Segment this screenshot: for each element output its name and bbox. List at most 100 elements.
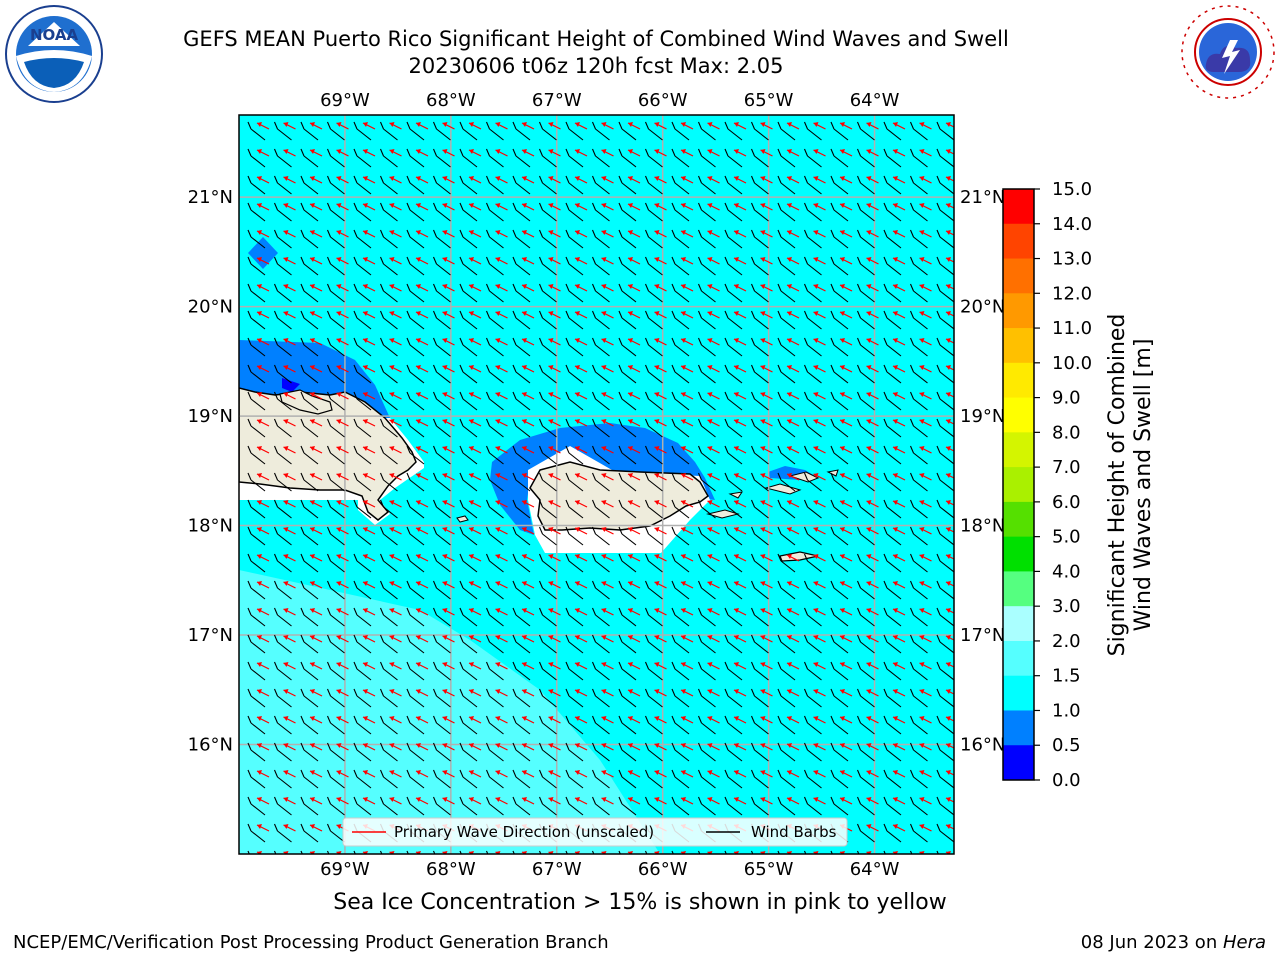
wave-arrowhead (336, 311, 342, 316)
wind-barb (936, 580, 954, 600)
wind-barb (565, 121, 584, 141)
wind-barb (883, 850, 886, 854)
wave-arrowhead (469, 392, 474, 397)
wind-barb (273, 742, 292, 762)
colorbar-bin (1003, 606, 1034, 642)
wind-barb (644, 607, 663, 627)
wave-arrowhead (787, 473, 792, 478)
wind-barb (830, 796, 849, 816)
wave-arrowhead (866, 176, 872, 181)
wind-barb (697, 364, 716, 384)
wave-arrowhead (283, 527, 289, 532)
wind-barb (353, 472, 372, 492)
wind-barb (273, 823, 292, 843)
wave-arrowhead (575, 743, 580, 748)
wind-barb (724, 418, 743, 438)
wind-barb (883, 175, 902, 195)
wind-barb (724, 121, 743, 141)
wind-barb (247, 310, 266, 330)
wave-arrowhead (840, 500, 845, 505)
wind-barb (724, 769, 743, 789)
wind-barb (565, 580, 584, 600)
wave-arrowhead (866, 392, 872, 397)
wave-arrowhead (946, 608, 951, 613)
wind-barb (247, 499, 266, 519)
wave-arrowhead (628, 716, 633, 721)
wind-barb (644, 175, 663, 195)
wind-barb (697, 661, 716, 681)
wave-arrowhead (734, 446, 739, 451)
wave-arrowhead (257, 149, 262, 154)
wave-arrowhead (575, 797, 580, 802)
wave-arrowhead (919, 446, 925, 451)
wind-barb (353, 418, 372, 438)
wind-barb (830, 445, 849, 465)
wind-barb (777, 580, 796, 600)
wind-barb (512, 337, 531, 357)
wave-arrowhead (734, 149, 739, 154)
wind-barb (724, 283, 743, 303)
wind-barb (273, 850, 277, 854)
wave-arrowhead (866, 473, 872, 478)
wind-barb (353, 715, 372, 735)
wave-arrowhead (707, 419, 713, 424)
wind-barb (856, 337, 875, 357)
wind-barb (538, 175, 557, 195)
wind-barb (565, 148, 584, 168)
wind-barb (300, 472, 319, 492)
wind-barb (750, 283, 769, 303)
wind-barb (644, 688, 663, 708)
wind-barb (724, 850, 727, 854)
wind-barb (750, 499, 769, 519)
wave-arrowhead (734, 689, 739, 694)
wave-arrowhead (707, 743, 713, 748)
wave-arrowhead (681, 446, 686, 451)
wave-arrowhead (946, 473, 951, 478)
wave-arrowhead (866, 122, 872, 127)
wind-barb (273, 715, 292, 735)
wave-arrowhead (575, 662, 580, 667)
wave-arrowhead (522, 797, 527, 802)
wave-arrowhead (601, 716, 607, 721)
wind-barb (618, 418, 637, 438)
wind-barb (406, 769, 425, 789)
wind-barb (459, 796, 478, 816)
wind-barb (830, 742, 849, 762)
wind-barb (724, 715, 743, 735)
wind-barb (432, 769, 451, 789)
wind-barbs-layer (247, 121, 954, 854)
wind-barb (644, 283, 663, 303)
wave-arrowhead (654, 176, 660, 181)
colorbar-tick-label: 4.0 (1052, 561, 1081, 582)
wave-arrowhead (389, 311, 395, 316)
wind-barb (750, 229, 769, 249)
wave-arrowhead (310, 446, 315, 451)
wind-barb (485, 661, 504, 681)
wind-barb (697, 418, 716, 438)
wave-arrowhead (257, 365, 262, 370)
wave-arrowhead (654, 662, 660, 667)
wind-barb (485, 148, 504, 168)
wind-barb (512, 175, 531, 195)
wind-barb (909, 445, 928, 465)
colorbar-tick-label: 0.0 (1052, 770, 1081, 791)
wave-arrowhead (416, 797, 421, 802)
wave-arrowhead (681, 365, 686, 370)
wind-barb (353, 850, 356, 854)
wave-arrowhead (363, 770, 368, 775)
wind-barb (856, 823, 875, 843)
lon-labels-bottom: 69°W 68°W 67°W 66°W 65°W 64°W (320, 859, 900, 880)
wind-barb (750, 418, 769, 438)
wave-arrowhead (389, 500, 395, 505)
wind-barb (724, 391, 743, 411)
wave-arrowhead (283, 419, 289, 424)
wind-barb (273, 121, 292, 141)
wind-barb (485, 796, 504, 816)
wave-arrowhead (866, 635, 872, 640)
wave-height-patch-nw (248, 237, 278, 269)
wind-barb (300, 229, 319, 249)
wind-barb (485, 850, 489, 854)
wave-arrowhead (469, 635, 474, 640)
colorbar-ticks: 15.014.013.012.011.010.09.08.07.06.05.04… (1034, 179, 1092, 791)
wave-arrowhead (310, 311, 315, 316)
